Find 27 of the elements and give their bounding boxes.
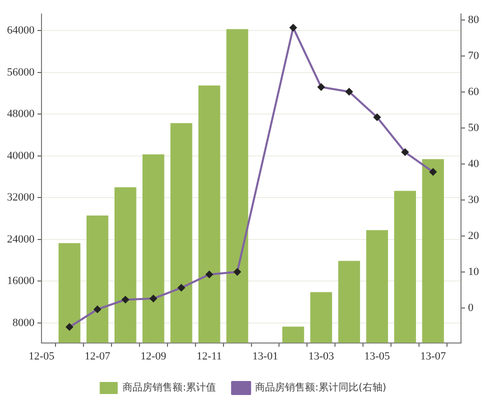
x-tick-label: 13-01	[252, 350, 278, 362]
y-tick-label: 32000	[7, 192, 35, 204]
x-tick-label: 12-09	[140, 350, 167, 362]
y2-tick-label: 80	[468, 14, 480, 26]
x-tick-label: 12-05	[28, 350, 55, 362]
y2-tick-label: 70	[468, 50, 480, 62]
legend-label: 商品房销售额:累计同比(右轴)	[255, 382, 386, 394]
legend-label: 商品房销售额:累计值	[122, 382, 216, 394]
x-tick-label: 13-03	[308, 350, 334, 362]
y2-tick-label: 20	[468, 230, 480, 242]
y2-tick-label: 0	[468, 302, 474, 314]
x-tick-label: 12-11	[196, 350, 222, 362]
y2-tick-label: 10	[468, 266, 480, 278]
x-tick-label: 13-05	[364, 350, 390, 362]
y-tick-label: 24000	[7, 233, 35, 246]
y-tick-label: 64000	[7, 24, 35, 37]
x-tick-label: 12-07	[84, 350, 111, 362]
y-tick-label: 56000	[7, 66, 35, 78]
y2-tick-label: 50	[468, 122, 480, 134]
y2-tick-label: 30	[468, 194, 480, 206]
y-tick-label: 40000	[7, 150, 35, 162]
y-tick-label: 8000	[12, 316, 35, 329]
y2-tick-label: 60	[468, 86, 480, 98]
y2-tick-label: 40	[468, 158, 480, 170]
y-tick-label: 16000	[7, 275, 35, 288]
y-tick-label: 48000	[7, 108, 35, 120]
x-tick-label: 13-07	[420, 350, 446, 362]
